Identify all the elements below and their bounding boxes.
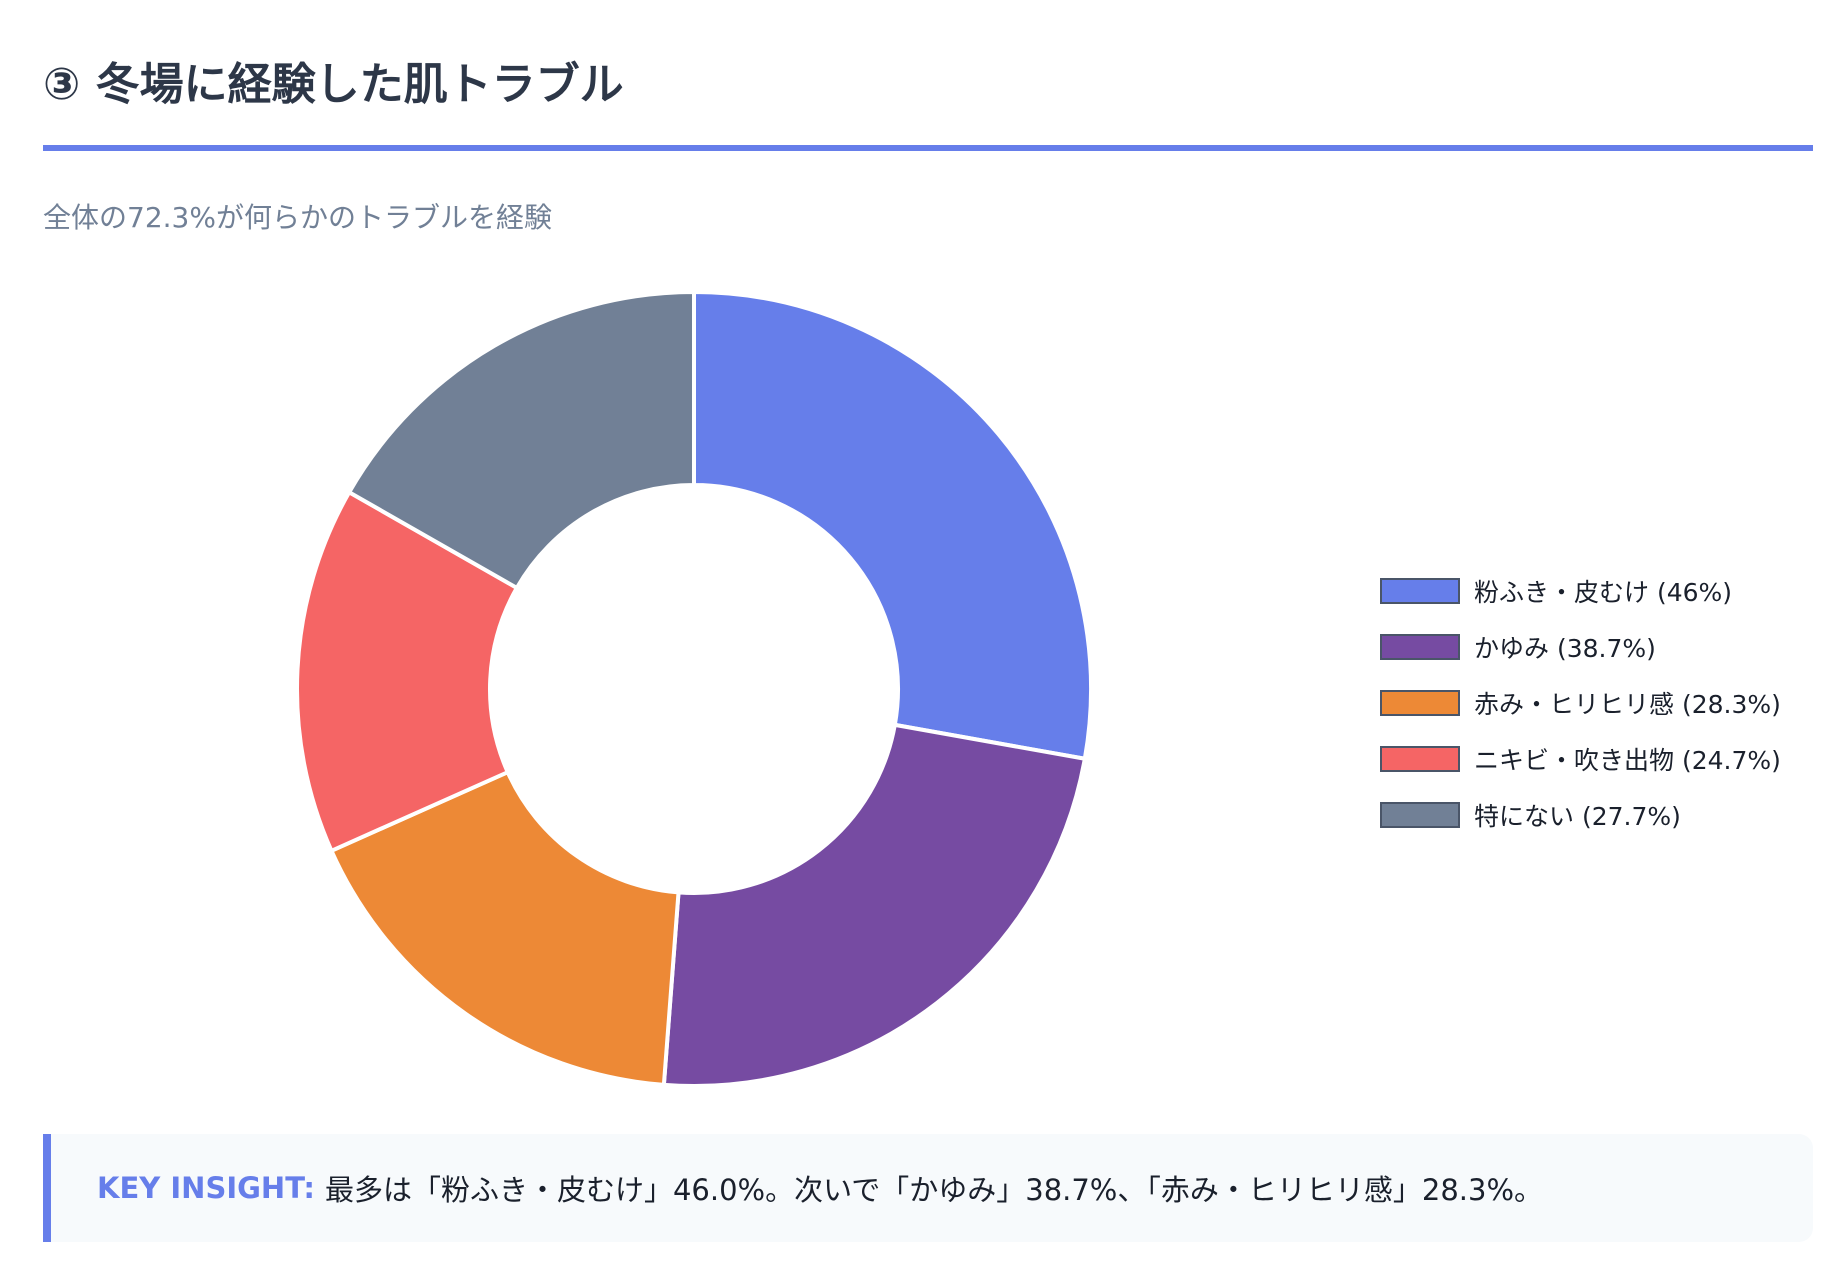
legend-label: 赤み・ヒリヒリ感 (28.3%) — [1474, 690, 1781, 719]
slice-4[interactable] — [295, 489, 520, 854]
chart-subtitle: 全体の72.3%が何らかのトラブルを経験 — [43, 201, 552, 234]
slice-1[interactable] — [692, 289, 1093, 762]
legend-swatch — [1380, 746, 1460, 772]
legend-item[interactable]: 粉ふき・皮むけ (46%) — [1380, 563, 1781, 619]
doughnut-chart — [295, 289, 1093, 1088]
legend-label: 特にない (27.7%) — [1474, 802, 1681, 831]
title-divider — [43, 145, 1813, 151]
chart-legend: 粉ふき・皮むけ (46%) かゆみ (38.7%) 赤み・ヒリヒリ感 (28.3… — [1380, 563, 1781, 843]
legend-item[interactable]: 赤み・ヒリヒリ感 (28.3%) — [1380, 675, 1781, 731]
key-insight-box: KEY INSIGHT: 最多は「粉ふき・皮むけ」46.0%。次いで「かゆみ」3… — [43, 1134, 1813, 1242]
legend-swatch — [1380, 690, 1460, 716]
legend-label: かゆみ (38.7%) — [1474, 634, 1656, 663]
insight-text: 最多は「粉ふき・皮むけ」46.0%。次いで「かゆみ」38.7%、「赤み・ヒリヒリ… — [324, 1173, 1543, 1207]
slice-3[interactable] — [328, 769, 681, 1087]
legend-label: ニキビ・吹き出物 (24.7%) — [1474, 746, 1781, 775]
legend-item[interactable]: ニキビ・吹き出物 (24.7%) — [1380, 731, 1781, 787]
slice-5[interactable] — [346, 289, 696, 591]
legend-item[interactable]: 特にない (27.7%) — [1380, 787, 1781, 843]
page-title: ③ 冬場に経験した肌トラブル — [43, 59, 624, 110]
legend-swatch — [1380, 802, 1460, 828]
slice-2[interactable] — [661, 722, 1088, 1088]
legend-label: 粉ふき・皮むけ (46%) — [1474, 578, 1733, 607]
legend-item[interactable]: かゆみ (38.7%) — [1380, 619, 1781, 675]
insight-label: KEY INSIGHT: — [97, 1171, 315, 1205]
legend-swatch — [1380, 578, 1460, 604]
legend-swatch — [1380, 634, 1460, 660]
